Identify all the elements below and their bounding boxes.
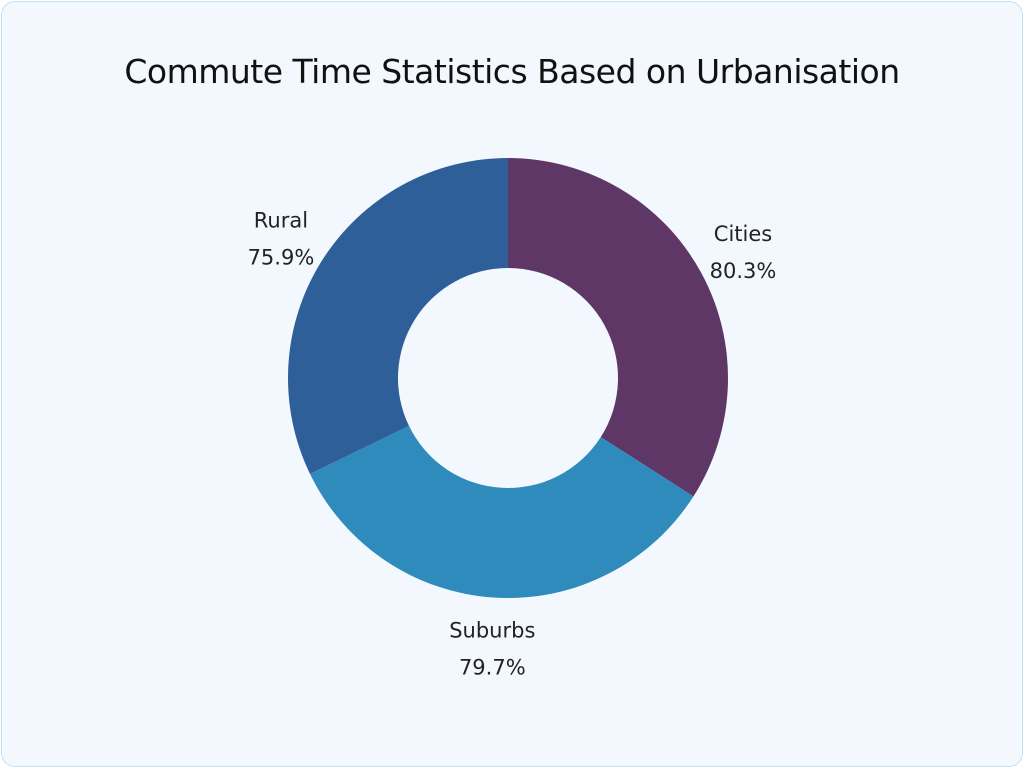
donut-slice-suburbs <box>309 425 694 598</box>
donut-slice-cities <box>508 158 728 497</box>
slice-category-label: Suburbs <box>449 619 535 643</box>
slice-category-label: Rural <box>254 209 308 233</box>
slice-value-label: 80.3% <box>710 259 777 283</box>
slice-value-label: 75.9% <box>248 246 315 270</box>
chart-title: Commute Time Statistics Based on Urbanis… <box>124 52 900 91</box>
donut-slice-rural <box>287 158 508 474</box>
slice-category-label: Cities <box>714 222 772 246</box>
slice-value-label: 79.7% <box>459 656 526 680</box>
